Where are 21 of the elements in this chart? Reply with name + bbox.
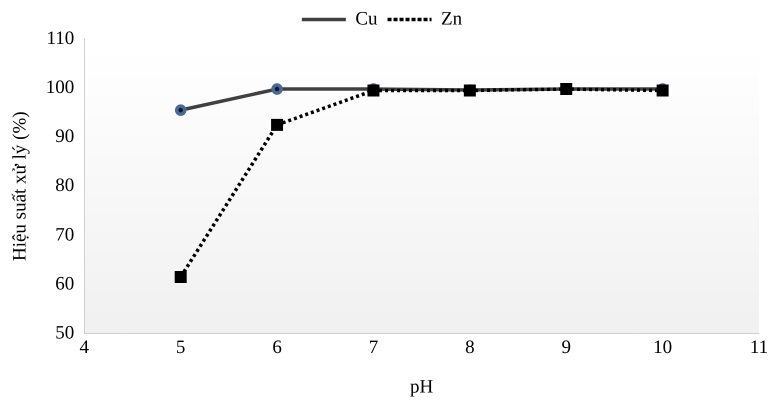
x-tick-label: 5 (176, 336, 186, 358)
x-tick-label: 9 (561, 336, 571, 358)
point (271, 118, 284, 131)
y-tick-label: 90 (55, 126, 74, 148)
x-tick-label: 11 (750, 336, 768, 358)
x-tick-label: 4 (80, 336, 90, 358)
x-tick-label: 10 (653, 336, 672, 358)
x-tick-label: 6 (272, 336, 282, 358)
y-axis-title: Hiệu suất xử lý (%) (9, 111, 30, 262)
legend-label: Zn (441, 8, 463, 30)
x-axis-title: pH (410, 376, 434, 398)
y-tick-label: 110 (46, 28, 74, 49)
point (174, 270, 187, 283)
y-tick-label: 70 (55, 224, 74, 246)
y-tick-label: 80 (55, 175, 74, 196)
y-tick-label: 60 (55, 273, 74, 294)
legend-label: Cu (355, 8, 378, 30)
y-tick-label: 100 (46, 77, 74, 98)
y-tick-label: 50 (55, 322, 74, 344)
x-tick-label: 7 (368, 336, 378, 358)
x-tick-label: 8 (465, 336, 475, 358)
